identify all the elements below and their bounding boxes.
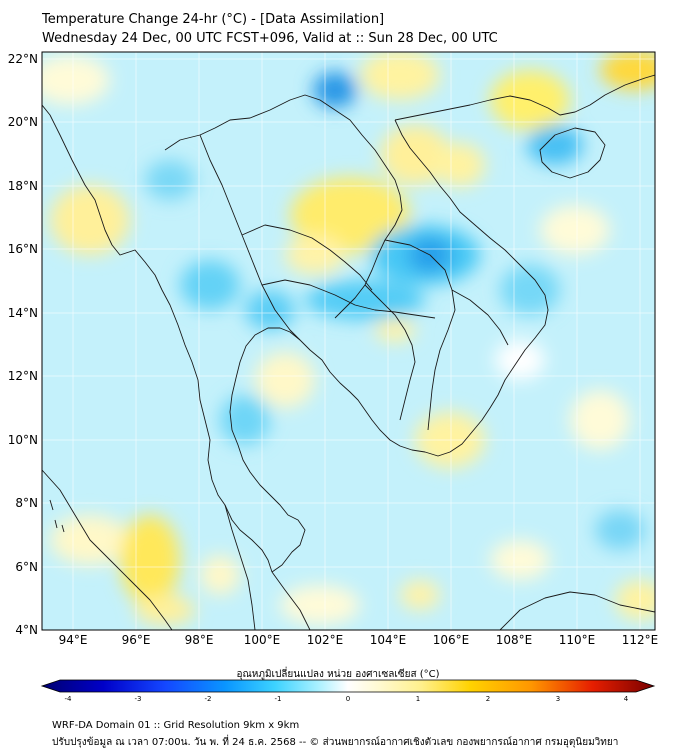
lat-label: 14°N bbox=[7, 306, 38, 320]
temperature-field bbox=[42, 52, 655, 630]
lon-label: 110°E bbox=[558, 633, 596, 647]
lon-label: 96°E bbox=[121, 633, 151, 647]
footer-model-info: WRF-DA Domain 01 :: Grid Resolution 9km … bbox=[52, 720, 300, 731]
lat-label: 22°N bbox=[7, 52, 38, 66]
lon-label: 104°E bbox=[369, 633, 407, 647]
lat-label: 10°N bbox=[7, 433, 38, 447]
chart-title-line1: Temperature Change 24-hr (°C) - [Data As… bbox=[42, 12, 385, 27]
colorbar-tick: -2 bbox=[204, 695, 212, 703]
colorbar-tick: 0 bbox=[345, 695, 351, 703]
colorbar bbox=[40, 679, 656, 693]
colorbar-tick: 1 bbox=[415, 695, 421, 703]
footer-credit: ปรับปรุงข้อมูล ณ เวลา 07:00น. วัน พ. ที่… bbox=[52, 737, 619, 748]
colorbar-tick: 4 bbox=[623, 695, 629, 703]
colorbar-tick: -3 bbox=[134, 695, 142, 703]
chart-title-line2: Wednesday 24 Dec, 00 UTC FCST+096, Valid… bbox=[42, 31, 498, 46]
colorbar-tick: 3 bbox=[555, 695, 561, 703]
colorbar-label: อุณหภูมิเปลี่ยนแปลง หน่วย องศาเซลเซียส (… bbox=[236, 669, 440, 680]
lat-label: 16°N bbox=[7, 242, 38, 256]
lat-label: 12°N bbox=[7, 369, 38, 383]
lon-label: 108°E bbox=[495, 633, 533, 647]
lat-label: 4°N bbox=[15, 623, 38, 637]
lat-label: 6°N bbox=[15, 560, 38, 574]
lon-label: 98°E bbox=[184, 633, 214, 647]
lon-label: 112°E bbox=[621, 633, 659, 647]
map-frame bbox=[41, 51, 656, 631]
lat-label: 8°N bbox=[15, 496, 38, 510]
lon-label: 100°E bbox=[243, 633, 281, 647]
colorbar-tick: -1 bbox=[274, 695, 282, 703]
coastlines-and-borders bbox=[42, 74, 655, 630]
colorbar-tick: 2 bbox=[485, 695, 491, 703]
lat-label: 20°N bbox=[7, 115, 38, 129]
lon-label: 94°E bbox=[58, 633, 88, 647]
lat-label: 18°N bbox=[7, 179, 38, 193]
lon-label: 102°E bbox=[306, 633, 344, 647]
graticule bbox=[42, 52, 655, 630]
lon-label: 106°E bbox=[432, 633, 470, 647]
colorbar-tick: -4 bbox=[64, 695, 72, 703]
